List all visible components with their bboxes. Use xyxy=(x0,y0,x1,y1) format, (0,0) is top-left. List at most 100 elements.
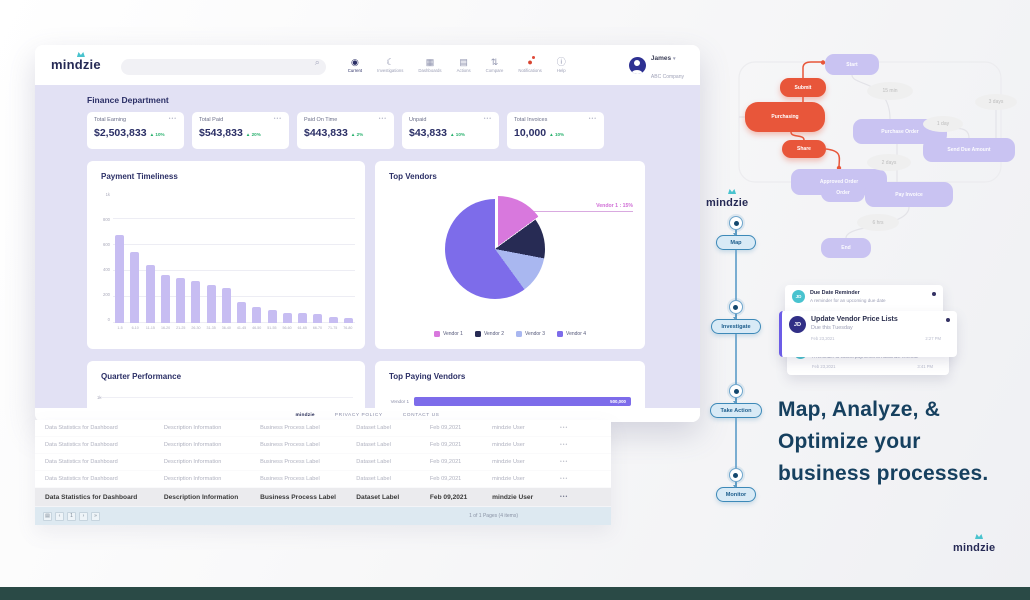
chart-title: Payment Timeliness xyxy=(101,172,178,181)
step-button-map[interactable]: Map xyxy=(716,235,756,250)
nav-item-help[interactable]: ⓘ Help xyxy=(557,57,566,73)
table-cell: Feb 09,2021 xyxy=(429,425,462,431)
y-tick: 1k xyxy=(105,192,110,197)
step-monitor-group: Monitor xyxy=(715,468,757,502)
y-tick: 0 xyxy=(107,317,110,322)
nav-item-notifications[interactable]: ● Notifications xyxy=(518,56,542,73)
bar-36-40 xyxy=(221,287,231,323)
chart-title: Top Paying Vendors xyxy=(389,372,466,381)
row-menu-icon[interactable]: ••• xyxy=(560,476,569,482)
pager-button--[interactable]: › xyxy=(79,511,88,521)
search-input[interactable] xyxy=(120,59,326,75)
nav-item-investigations[interactable]: ☾ Investigations xyxy=(377,57,403,73)
pager-button--[interactable]: ‹ xyxy=(55,511,64,521)
flow-node-time-6hrs: 6 hrs xyxy=(857,214,899,231)
table-row[interactable]: Data Statistics for Dashboard Description… xyxy=(35,420,611,437)
table-cell: Business Process Label xyxy=(260,459,320,465)
kpi-label: Total Earning xyxy=(94,117,127,123)
notification-desc: A reminder for an upcoming due date xyxy=(810,297,886,303)
row-menu-icon[interactable]: ••• xyxy=(560,494,569,500)
kpi-card-unpaid: Unpaid ••• $43,833 ▲ 10% xyxy=(402,112,499,149)
step-button-investigate[interactable]: Investigate xyxy=(711,319,761,334)
flow-node-end: End xyxy=(821,238,871,258)
table-cell: Data Statistics for Dashboard xyxy=(45,493,138,501)
kpi-delta: ▲ 10% xyxy=(549,132,565,137)
step-take-action-group: Take Action xyxy=(710,384,762,418)
bar-51-55 xyxy=(267,310,277,323)
pager-button--[interactable]: » xyxy=(91,511,100,521)
flow-node-share: Share xyxy=(782,140,826,158)
unread-dot-icon xyxy=(946,318,950,322)
x-tick: 66-70 xyxy=(312,326,323,330)
avatar-icon xyxy=(628,56,646,74)
nav-item-actions[interactable]: ▤ Actions xyxy=(457,57,471,73)
user-name: James ▾ xyxy=(650,55,676,62)
kpi-menu-icon[interactable]: ••• xyxy=(168,116,177,122)
kpi-menu-icon[interactable]: ••• xyxy=(483,116,492,122)
legend-item-vendor-4: Vendor 4 xyxy=(557,331,586,337)
y-tick: 600 xyxy=(103,242,110,247)
table-cell: Description Information xyxy=(163,459,222,465)
kpi-menu-icon[interactable]: ••• xyxy=(273,116,282,122)
kpi-value: $43,833 xyxy=(409,127,447,139)
top-vendors-pie-chart: Vendor 1 : 15% xyxy=(375,187,645,312)
legend-label: Vendor 4 xyxy=(566,331,587,337)
notification-title: Update Vendor Price Lists xyxy=(811,316,898,323)
user-profile[interactable]: James ▾ ABC Company xyxy=(628,47,684,83)
table-row[interactable]: Data Statistics for Dashboard Description… xyxy=(35,488,611,507)
bar-41-45 xyxy=(237,302,247,323)
pie-exploded-slice xyxy=(448,196,548,296)
table-cell: Dataset Label xyxy=(356,493,400,501)
legend-item-vendor-3: Vendor 3 xyxy=(516,331,545,337)
flow-node-pay-invoice: Pay Invoice xyxy=(865,182,953,207)
table-cell: mindzie User xyxy=(492,425,525,431)
notification-cards: JD Due Date Reminder A reminder for an upc… xyxy=(779,283,964,379)
pie-chart xyxy=(445,196,548,299)
kpi-delta: ▲ 20% xyxy=(245,132,261,137)
table-cell: Business Process Label xyxy=(260,493,336,501)
footer-link-mindzie[interactable]: mindzie xyxy=(295,412,315,418)
step-button-take-action[interactable]: Take Action xyxy=(710,403,762,418)
row-menu-icon[interactable]: ••• xyxy=(560,459,569,465)
nav-item-dashboards[interactable]: ▦ Dashboards xyxy=(418,57,441,73)
kpi-value: $443,833 xyxy=(304,127,348,139)
app-footer: mindzie PRIVACY POLICY CONTACT US xyxy=(35,408,700,422)
nav-label: Current xyxy=(347,68,363,73)
footer-link-contact-us[interactable]: CONTACT US xyxy=(402,412,440,418)
bar-1-5 xyxy=(115,234,124,323)
pager-button--[interactable]: ▤ xyxy=(43,511,52,521)
kpi-value: $2,503,833 xyxy=(94,127,147,139)
legend-swatch xyxy=(557,331,564,337)
table-row[interactable]: Data Statistics for Dashboard Description… xyxy=(35,471,611,488)
kpi-menu-icon[interactable]: ••• xyxy=(378,116,387,122)
payment-timeliness-chart: 1k 800 600 400 200 0 1-5 6-10 11-15 16-20 21-25 26… xyxy=(97,192,355,341)
nav-label: Actions xyxy=(456,68,471,73)
table-cell: mindzie User xyxy=(492,442,525,448)
table-cell: mindzie User xyxy=(492,459,525,465)
pager-button-1[interactable]: 1 xyxy=(67,511,76,521)
table-cell: Description Information xyxy=(163,493,239,501)
table-row[interactable]: Data Statistics for Dashboard Description… xyxy=(35,454,611,471)
x-tick: 1-5 xyxy=(117,326,123,330)
table-cell: Data Statistics for Dashboard xyxy=(45,442,118,448)
table-row[interactable]: Data Statistics for Dashboard Description… xyxy=(35,437,611,454)
nav-item-compare[interactable]: ⇅ Compare xyxy=(486,57,504,73)
footer-link-privacy-policy[interactable]: PRIVACY POLICY xyxy=(334,412,383,418)
data-table-panel: Data Statistics for Dashboard Description… xyxy=(35,420,611,525)
step-button-monitor[interactable]: Monitor xyxy=(715,487,757,502)
table-cell: Feb 09,2021 xyxy=(429,476,462,482)
chart-title: Quarter Performance xyxy=(101,372,182,381)
table-cell: Dataset Label xyxy=(356,425,391,431)
arrow-down-icon xyxy=(733,314,737,320)
bar-16-20 xyxy=(160,274,170,323)
avatar-initials: JD xyxy=(792,290,805,303)
x-tick: 61-65 xyxy=(297,326,307,330)
notification-card-update-vendor-price-lists[interactable]: JD Update Vendor Price Lists Due this Tues… xyxy=(779,311,957,357)
step-marker-icon xyxy=(729,216,743,230)
row-menu-icon[interactable]: ••• xyxy=(560,425,569,431)
row-menu-icon[interactable]: ••• xyxy=(560,442,569,448)
table-cell: mindzie User xyxy=(492,493,534,501)
nav-item-current[interactable]: ◉ Current xyxy=(348,57,362,73)
kpi-menu-icon[interactable]: ••• xyxy=(588,116,597,122)
